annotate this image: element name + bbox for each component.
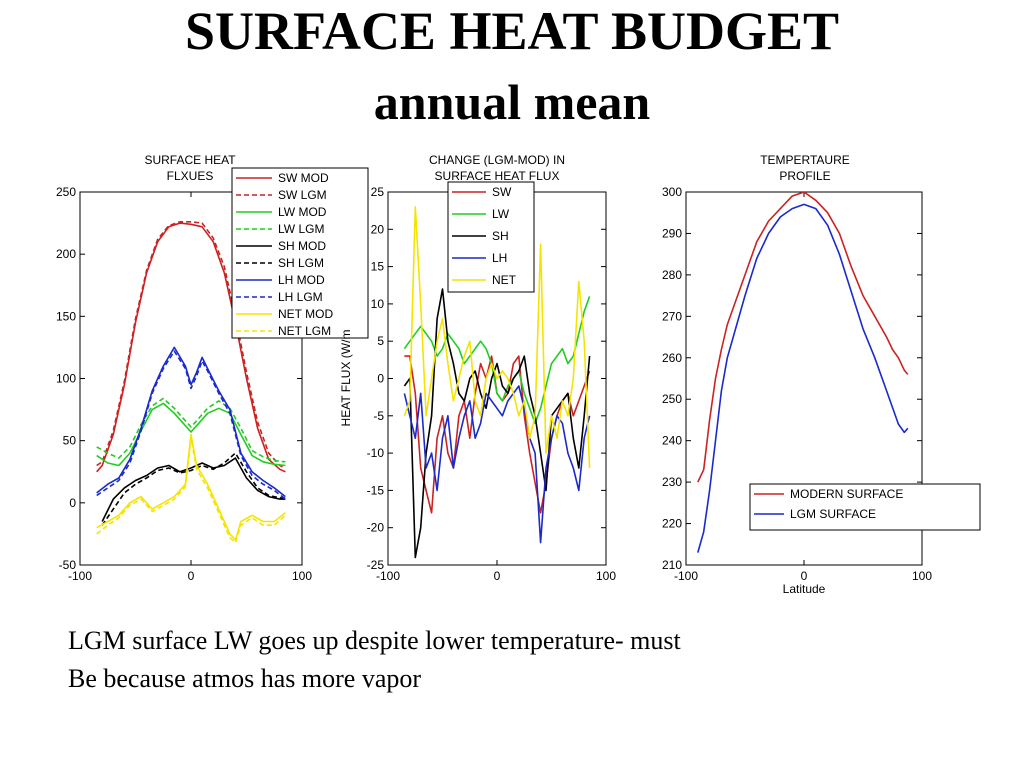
legend-label: NET MOD <box>278 307 333 321</box>
y-tick-label: 260 <box>662 351 682 365</box>
y-tick-label: 50 <box>63 434 77 448</box>
y-tick-label: -50 <box>59 558 77 572</box>
series-line-lh <box>403 385 591 544</box>
chart-title-line: SURFACE HEAT <box>144 153 236 167</box>
y-axis-label: HEAT FLUX (W/m <box>339 330 353 427</box>
y-tick-label: 210 <box>662 558 682 572</box>
series-line-lh-lgm <box>96 350 286 500</box>
slide-subtitle: annual mean <box>373 74 651 130</box>
chart-title-line: TEMPERTAURE <box>760 153 850 167</box>
legend-label: SH LGM <box>278 256 324 270</box>
y-tick-label: 250 <box>662 392 682 406</box>
legend-label: SH MOD <box>278 239 326 253</box>
legend-label: SH <box>492 229 509 243</box>
legend-label: LW LGM <box>278 222 324 236</box>
y-tick-label: 280 <box>662 268 682 282</box>
legend-label: LH LGM <box>278 290 323 304</box>
y-tick-label: -10 <box>367 446 385 460</box>
y-tick-label: 25 <box>371 185 385 199</box>
legend-label: SW MOD <box>278 171 329 185</box>
x-tick-label: 0 <box>188 569 195 583</box>
y-tick-label: 5 <box>377 334 384 348</box>
x-tick-label: -100 <box>674 569 698 583</box>
y-tick-label: 220 <box>662 517 682 531</box>
y-tick-label: 270 <box>662 309 682 323</box>
legend: MODERN SURFACE LGM SURFACE <box>749 483 981 531</box>
y-tick-label: 0 <box>69 496 76 510</box>
y-tick-label: 0 <box>377 372 384 386</box>
chart-1: SURFACE HEAT FLXUES -50 0 50 100 150 200 250 -100… <box>56 153 369 583</box>
slide-title: SURFACE HEAT BUDGET <box>184 1 840 61</box>
chart-title-line: FLXUES <box>167 169 214 183</box>
y-tick-label: 150 <box>56 309 76 323</box>
series-line-sh-lgm <box>101 452 286 526</box>
y-tick-label: 240 <box>662 434 682 448</box>
series-group <box>96 221 286 544</box>
y-tick-label: -5 <box>373 409 384 423</box>
y-tick-label: 15 <box>371 260 385 274</box>
legend-label: NET <box>492 273 517 287</box>
legend-label: LGM SURFACE <box>790 507 876 521</box>
y-tick-label: -15 <box>367 483 385 497</box>
chart-title-line: CHANGE (LGM-MOD) IN <box>429 153 565 167</box>
series-line-net-lgm <box>96 437 286 544</box>
series-line-sw-mod <box>96 222 286 473</box>
caption-line-2: Be because atmos has more vapor <box>68 664 422 693</box>
series-group <box>697 192 909 553</box>
series-line-lw-mod <box>96 402 286 467</box>
legend-label: MODERN SURFACE <box>790 487 903 501</box>
series-line-lw-lgm <box>96 397 286 463</box>
legend-label: LH <box>492 251 507 265</box>
caption-line-1: LGM surface LW goes up despite lower tem… <box>68 626 681 655</box>
chart-title-line: SURFACE HEAT FLUX <box>435 169 560 183</box>
series-line-lh-mod <box>96 346 286 498</box>
chart-3: TEMPERTAURE PROFILE 210 220 230 240 250 260 270 2… <box>662 153 981 596</box>
y-tick-label: 230 <box>662 475 682 489</box>
legend-label: LW <box>492 207 510 221</box>
series-line-net <box>403 206 591 469</box>
x-tick-label: 100 <box>292 569 312 583</box>
y-tick-label: 100 <box>56 372 76 386</box>
series-line-sh-mod <box>101 457 286 522</box>
legend: SW MOD SW LGM LW MOD LW LGM SH MOD SH LGM LH M… <box>231 167 369 339</box>
y-tick-label: 290 <box>662 226 682 240</box>
y-tick-label: 20 <box>371 222 385 236</box>
y-tick-label: 200 <box>56 247 76 261</box>
slide-caption: LGM surface LW goes up despite lower tem… <box>68 622 681 698</box>
y-tick-label: -25 <box>367 558 385 572</box>
x-tick-label: 100 <box>912 569 932 583</box>
y-tick-label: -20 <box>367 521 385 535</box>
y-tick-label: 250 <box>56 185 76 199</box>
legend-label: LH MOD <box>278 273 325 287</box>
legend-box <box>447 181 535 293</box>
legend-label: NET LGM <box>278 324 331 338</box>
legend-box <box>231 167 369 339</box>
series-line-modern-surface <box>697 192 909 483</box>
series-group <box>403 206 591 559</box>
legend-label: SW <box>492 185 512 199</box>
y-tick-label: 300 <box>662 185 682 199</box>
legend-label: SW LGM <box>278 188 327 202</box>
x-tick-label: 0 <box>494 569 501 583</box>
x-tick-label: -100 <box>376 569 400 583</box>
legend-label: LW MOD <box>278 205 327 219</box>
series-line-sw-lgm <box>96 221 286 469</box>
x-axis-label: Latitude <box>783 582 826 596</box>
legend-box <box>749 483 981 531</box>
series-line-lgm-surface <box>697 203 909 553</box>
x-tick-label: 0 <box>801 569 808 583</box>
x-tick-label: 100 <box>596 569 616 583</box>
legend: SW LW SH LH NET <box>447 181 535 293</box>
y-tick-label: 10 <box>371 297 385 311</box>
x-tick-label: -100 <box>68 569 92 583</box>
chart-title-line: PROFILE <box>779 169 830 183</box>
